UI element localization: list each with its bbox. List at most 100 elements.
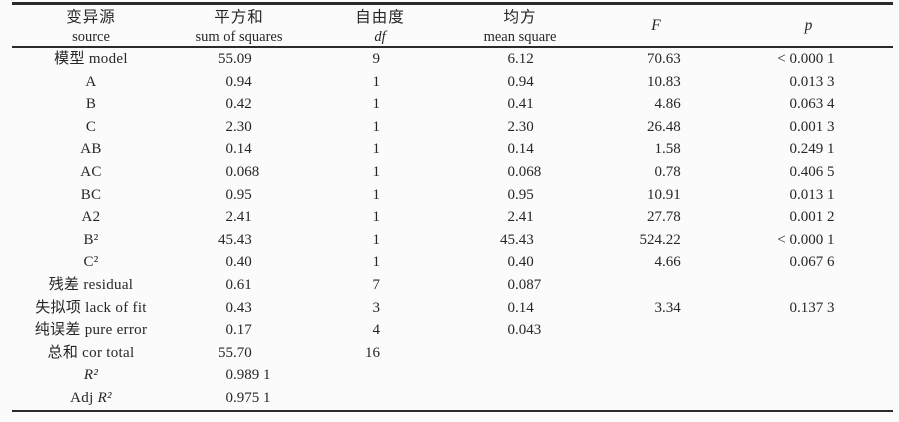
row-label-cell: AC (12, 161, 170, 184)
cell-int-part: 0 (507, 254, 516, 271)
cell-frac-part: .989 1 (233, 367, 271, 384)
value-cell: 0.95 (452, 184, 588, 207)
cell-frac-part: .12 (515, 51, 534, 67)
table-row: Adj R² 0.975 1 (12, 387, 893, 411)
value-cell: 0.94 (452, 71, 588, 94)
cell-int-part: 9 (372, 51, 381, 67)
cell-frac-part: .063 4 (797, 96, 835, 113)
col-header-p-value: p (724, 4, 893, 48)
row-label: 残差 residual (48, 276, 134, 293)
cell-int-part: 10 (647, 73, 662, 90)
cell-int-part: 0 (225, 322, 234, 339)
value-cell: 9 (308, 47, 452, 71)
value-cell: 1 (308, 184, 452, 207)
cell-frac-part: .94 (515, 73, 534, 90)
row-label-cell: 总和 cor total (12, 342, 170, 365)
cell-int-part: 0 (507, 276, 516, 293)
col-header-source-zh: 变异源 (66, 9, 116, 26)
cell-int-part: 0 (654, 163, 663, 180)
table-row: B² 45.43 1 45.43 524.22 < 0.000 1 (12, 229, 893, 252)
row-label-cell: 失拟项 lack of fit (12, 297, 170, 320)
value-cell: 27.78 (588, 206, 724, 229)
cell-frac-part: .94 (233, 73, 252, 90)
table-header: 变异源 source 平方和 sum of squares 自由度 df 均方 … (12, 4, 893, 48)
row-label-cell: B (12, 93, 170, 116)
row-label: A (85, 73, 97, 90)
row-label: C² (83, 254, 99, 271)
cell-frac-part: .43 (233, 231, 252, 248)
cell-frac-part: .48 (662, 118, 681, 135)
cell-int-part: 0 (789, 96, 798, 113)
cell-frac-part: .975 1 (233, 389, 271, 406)
row-label-cell: A2 (12, 206, 170, 229)
cell-int-part: 70 (647, 51, 662, 67)
cell-int-part: 1 (372, 163, 381, 180)
cell-int-part: 0 (507, 73, 516, 90)
cell-frac-part: .42 (233, 96, 252, 113)
cell-int-part: 0 (225, 389, 234, 406)
anova-table: 变异源 source 平方和 sum of squares 自由度 df 均方 … (12, 2, 893, 412)
cell-frac-part: .000 1 (797, 51, 835, 67)
value-cell: 1 (308, 93, 452, 116)
cell-frac-part: .137 3 (797, 299, 835, 316)
value-cell: 10.83 (588, 71, 724, 94)
value-cell: 0.17 (170, 319, 308, 342)
value-cell: 0.067 6 (724, 251, 893, 274)
value-cell: 0.063 4 (724, 93, 893, 116)
table-row: R² 0.989 1 (12, 364, 893, 387)
value-cell (452, 364, 588, 387)
value-cell: 0.14 (452, 138, 588, 161)
cell-frac-part: .000 1 (797, 231, 835, 248)
value-cell: 0.975 1 (170, 387, 308, 411)
value-cell: 55.09 (170, 47, 308, 71)
value-cell: 70.63 (588, 47, 724, 71)
cell-int-part: 45 (218, 231, 233, 248)
value-cell: 0.61 (170, 274, 308, 297)
value-cell (724, 364, 893, 387)
row-label: 模型 model (54, 51, 128, 67)
col-header-f-value: F (588, 4, 724, 48)
value-cell: 0.40 (452, 251, 588, 274)
cell-frac-part: .34 (662, 299, 681, 316)
value-cell: 0.068 (170, 161, 308, 184)
cell-int-part: 26 (647, 118, 662, 135)
table-row: AB 0.14 1 0.14 1.58 0.249 1 (12, 138, 893, 161)
cell-frac-part: .91 (662, 186, 681, 203)
table-row: A2 2.41 1 2.41 27.78 0.001 2 (12, 206, 893, 229)
cell-int-part: 2 (225, 118, 234, 135)
row-label: R² (83, 367, 99, 384)
cell-frac-part: .40 (233, 254, 252, 271)
value-cell (724, 274, 893, 297)
cell-frac-part: .068 (515, 163, 542, 180)
value-cell: 0.249 1 (724, 138, 893, 161)
row-label: B² (83, 231, 99, 248)
cell-frac-part: .013 1 (797, 186, 835, 203)
row-label-cell: 纯误差 pure error (12, 319, 170, 342)
value-cell: < 0.000 1 (724, 229, 893, 252)
cell-int-part: 0 (225, 186, 234, 203)
cell-frac-part: .067 6 (797, 254, 835, 271)
cell-int-part: 16 (365, 344, 380, 361)
value-cell: 0.94 (170, 71, 308, 94)
row-label-cell: R² (12, 364, 170, 387)
value-cell: 10.91 (588, 184, 724, 207)
value-cell: 0.78 (588, 161, 724, 184)
cell-int-part: 7 (372, 276, 381, 293)
cell-frac-part: .78 (662, 163, 681, 180)
table-row: A 0.94 1 0.94 10.83 0.013 3 (12, 71, 893, 94)
cell-frac-part: .22 (662, 231, 681, 248)
cell-frac-part: .17 (233, 322, 252, 339)
cell-int-part: 0 (225, 367, 234, 384)
col-header-mean-square-en: mean square (483, 29, 557, 45)
cell-int-part: 1 (372, 96, 381, 113)
cell-frac-part: .406 5 (797, 163, 835, 180)
value-cell: 0.087 (452, 274, 588, 297)
value-cell: 2.41 (170, 206, 308, 229)
cell-int-part: 1 (372, 141, 381, 158)
col-header-source: 变异源 source (12, 4, 170, 48)
cell-int-part: 1 (372, 254, 381, 271)
cell-int-part: 0 (225, 96, 234, 113)
value-cell: 4.86 (588, 93, 724, 116)
value-cell: 1 (308, 251, 452, 274)
